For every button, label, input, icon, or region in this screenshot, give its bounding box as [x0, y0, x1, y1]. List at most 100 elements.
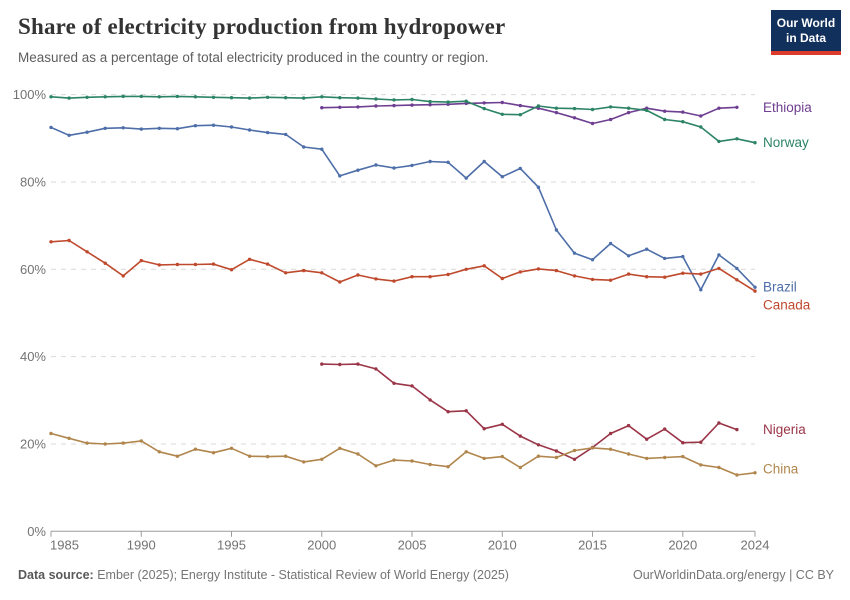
- data-point-china: [67, 436, 71, 440]
- data-point-ethiopia: [608, 117, 613, 122]
- data-point-china: [663, 455, 667, 460]
- data-point-norway: [247, 96, 252, 100]
- series-line-china[interactable]: [50, 432, 756, 476]
- y-tick-label: 20%: [20, 436, 46, 451]
- data-point-ethiopia: [410, 103, 414, 107]
- data-point-ethiopia: [572, 116, 577, 120]
- page-title: Share of electricity production from hyd…: [18, 14, 506, 39]
- data-point-brazil: [626, 254, 631, 258]
- data-point-norway: [464, 99, 468, 103]
- data-point-brazil: [500, 175, 504, 179]
- data-point-norway: [645, 108, 649, 113]
- y-tick-label: 60%: [20, 262, 46, 277]
- data-point-canada: [518, 270, 522, 274]
- data-point-norway: [699, 125, 703, 129]
- data-point-brazil: [554, 228, 559, 232]
- data-point-brazil: [464, 176, 468, 180]
- data-point-nigeria: [320, 362, 324, 366]
- x-tick-label: 2020: [668, 537, 697, 552]
- data-point-china: [518, 465, 522, 470]
- data-point-nigeria: [356, 362, 360, 366]
- data-point-brazil: [49, 125, 53, 130]
- chart-header: Share of electricity production from hyd…: [18, 13, 755, 65]
- data-point-brazil: [265, 130, 270, 135]
- data-point-china: [482, 456, 486, 461]
- data-point-ethiopia: [320, 106, 324, 110]
- data-point-ethiopia: [590, 121, 595, 126]
- data-point-brazil: [482, 159, 486, 164]
- data-point-ethiopia: [482, 101, 486, 105]
- data-point-norway: [356, 96, 360, 100]
- data-point-ethiopia: [428, 103, 432, 107]
- data-point-ethiopia: [500, 100, 504, 105]
- y-tick-label: 80%: [20, 174, 46, 189]
- data-point-canada: [572, 274, 577, 278]
- data-point-canada: [211, 262, 216, 266]
- data-point-china: [193, 447, 198, 451]
- data-point-ethiopia: [663, 109, 667, 113]
- data-point-canada: [302, 268, 306, 273]
- data-point-canada: [735, 278, 739, 282]
- data-point-canada: [247, 257, 252, 261]
- data-point-nigeria: [392, 381, 396, 385]
- data-point-norway: [717, 139, 721, 144]
- data-point-norway: [536, 104, 541, 108]
- series-label-china[interactable]: China: [763, 461, 799, 476]
- y-tick-label: 0%: [27, 524, 46, 539]
- data-point-norway: [211, 95, 216, 100]
- data-point-brazil: [753, 285, 757, 289]
- series-label-norway[interactable]: Norway: [763, 135, 809, 150]
- data-point-china: [410, 459, 414, 463]
- data-point-china: [590, 446, 595, 450]
- data-point-china: [536, 454, 541, 458]
- data-point-norway: [121, 94, 125, 99]
- series-label-canada[interactable]: Canada: [763, 298, 811, 313]
- data-point-china: [284, 454, 288, 458]
- data-point-norway: [410, 97, 414, 102]
- data-point-china: [103, 442, 107, 446]
- data-point-canada: [717, 266, 721, 271]
- data-point-china: [356, 452, 360, 456]
- data-point-brazil: [645, 247, 649, 251]
- data-point-ethiopia: [699, 114, 703, 118]
- series-label-brazil[interactable]: Brazil: [763, 280, 797, 295]
- owid-logo-line1: Our World: [776, 16, 836, 30]
- chart-subtitle: Measured as a percentage of total electr…: [18, 49, 489, 65]
- data-point-nigeria: [626, 423, 631, 428]
- data-point-ethiopia: [356, 105, 360, 109]
- data-point-china: [699, 463, 703, 467]
- data-point-china: [464, 450, 468, 454]
- data-point-canada: [645, 275, 649, 279]
- data-point-nigeria: [518, 434, 522, 438]
- data-point-brazil: [717, 253, 721, 257]
- data-point-brazil: [446, 160, 450, 164]
- series-label-nigeria[interactable]: Nigeria: [763, 422, 806, 437]
- data-point-brazil: [139, 127, 143, 131]
- data-point-canada: [229, 268, 234, 272]
- data-point-ethiopia: [735, 105, 739, 110]
- data-point-ethiopia: [518, 103, 522, 108]
- data-point-china: [446, 465, 450, 469]
- series-line-norway[interactable]: [50, 95, 756, 144]
- data-point-canada: [482, 264, 486, 268]
- series-line-canada[interactable]: [50, 239, 756, 292]
- data-point-brazil: [67, 133, 71, 137]
- data-point-china: [175, 454, 180, 458]
- data-point-norway: [500, 112, 504, 117]
- data-point-nigeria: [428, 398, 432, 402]
- series-label-ethiopia[interactable]: Ethiopia: [763, 100, 812, 115]
- data-point-china: [645, 456, 649, 461]
- owid-logo[interactable]: Our World in Data: [771, 10, 841, 55]
- data-point-nigeria: [500, 422, 504, 426]
- data-point-canada: [410, 275, 414, 279]
- series-line-nigeria[interactable]: [321, 363, 738, 461]
- data-point-china: [157, 450, 161, 454]
- data-point-canada: [428, 275, 432, 279]
- series-line-brazil[interactable]: [50, 124, 756, 291]
- series-line-ethiopia[interactable]: [321, 101, 737, 125]
- footer-credit-link[interactable]: OurWorldinData.org/energy | CC BY: [632, 568, 834, 582]
- data-point-nigeria: [464, 409, 468, 413]
- data-point-norway: [338, 96, 342, 100]
- datasource-label: Data source:: [18, 568, 94, 582]
- data-point-canada: [681, 271, 685, 275]
